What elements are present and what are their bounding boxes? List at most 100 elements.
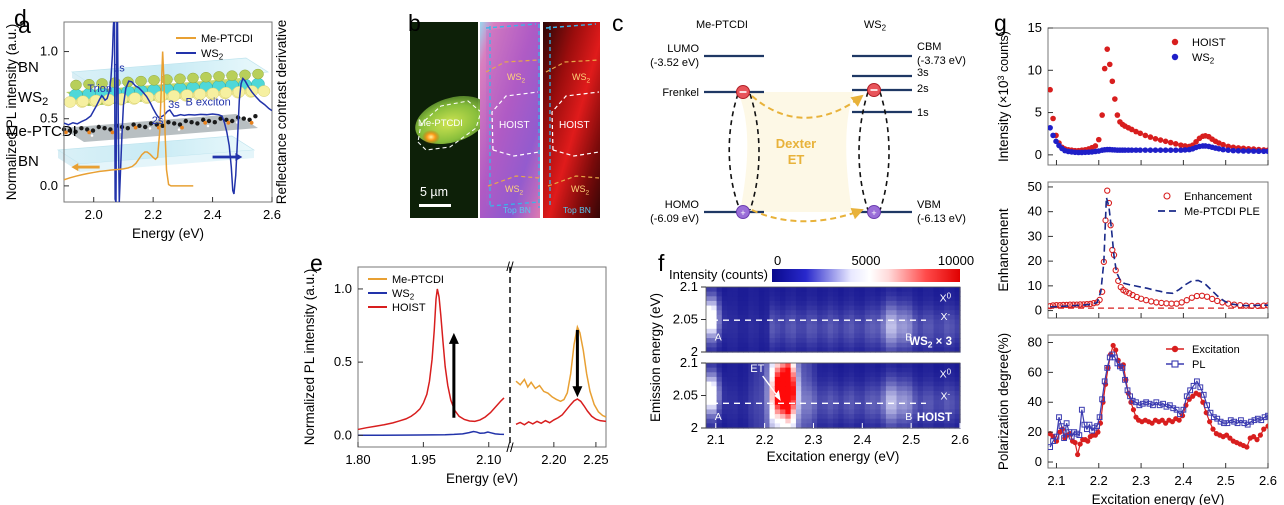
panel-b-images: Me-PTCDI 5 µm WS2 HOIST WS2 Top BN bbox=[410, 22, 600, 218]
svg-text:2.3: 2.3 bbox=[1132, 473, 1150, 488]
c-left-levels: LUMO (-3.52 eV) Frenkel HOMO (-6.09 eV) bbox=[650, 43, 764, 225]
svg-text:Excitation: Excitation bbox=[1192, 344, 1240, 356]
svg-text:2.4: 2.4 bbox=[204, 207, 222, 222]
svg-text:B: B bbox=[905, 331, 912, 343]
c-label-2s: 2s bbox=[917, 83, 929, 95]
layer-label-me-ptcdi: Me-PTCDI bbox=[6, 123, 77, 140]
svg-text:15: 15 bbox=[1028, 20, 1042, 35]
svg-text:0: 0 bbox=[1035, 303, 1042, 318]
bn-bottom-slab bbox=[56, 135, 256, 172]
svg-text://: // bbox=[506, 259, 514, 274]
label-me-ptcdi-b: Me-PTCDI bbox=[418, 118, 463, 129]
c-label-homo: HOMO bbox=[665, 199, 700, 211]
svg-text:X-: X- bbox=[941, 389, 951, 402]
label-topbn-b2: Top BN bbox=[503, 205, 531, 215]
svg-text:0.5: 0.5 bbox=[40, 111, 58, 126]
svg-text:2.6: 2.6 bbox=[951, 432, 969, 447]
panel-a-label: a bbox=[18, 12, 31, 38]
panel-c: c Me-PTCDI WS2 LUMO (-3.52 eV) Frenkel H… bbox=[600, 0, 990, 240]
svg-text:10000: 10000 bbox=[938, 253, 974, 268]
svg-text:2.20: 2.20 bbox=[541, 452, 566, 467]
svg-text:1.0: 1.0 bbox=[40, 44, 58, 59]
svg-text:Trion: Trion bbox=[87, 83, 112, 95]
panel-d: d 2.0 2.2 2.4 2.6 0.0 0.5 1.0 Energy (eV) Normal… bbox=[0, 0, 300, 260]
svg-text:1.0: 1.0 bbox=[334, 281, 352, 296]
svg-text:2.1: 2.1 bbox=[680, 355, 698, 370]
svg-text:Energy (eV): Energy (eV) bbox=[446, 471, 518, 486]
svg-text:2.05: 2.05 bbox=[673, 388, 698, 403]
svg-text:0: 0 bbox=[774, 253, 781, 268]
svg-text:2.10: 2.10 bbox=[476, 452, 501, 467]
svg-text:2.2: 2.2 bbox=[756, 432, 774, 447]
label-ws2-bottom-b2: WS2 bbox=[505, 184, 524, 197]
svg-text:X-: X- bbox=[941, 310, 951, 323]
svg-text:A: A bbox=[715, 331, 722, 343]
svg-text:Reflectance contrast derivativ: Reflectance contrast derivative bbox=[274, 20, 289, 205]
label-hoist-b3: HOIST bbox=[559, 120, 590, 131]
c-label-frenkel: Frenkel bbox=[662, 87, 699, 99]
c-label-vbm: VBM bbox=[917, 199, 941, 211]
c-label-cbm-energy: (-3.73 eV) bbox=[917, 55, 966, 67]
panel-c-energy-diagram: Me-PTCDI WS2 LUMO (-3.52 eV) Frenkel HOM… bbox=[650, 19, 966, 225]
svg-text:Me-PTCDI PLE: Me-PTCDI PLE bbox=[1184, 206, 1260, 218]
panel-b-image-pl: Me-PTCDI 5 µm bbox=[410, 22, 489, 218]
svg-text:Intensity (counts): Intensity (counts) bbox=[669, 267, 768, 282]
panel-e-chart: // // 1.80 1.95 2.10 2.20 2.25 0.0 0.5 1.0 Energy … bbox=[302, 259, 609, 486]
svg-text:A: A bbox=[715, 411, 722, 423]
svg-text:1.95: 1.95 bbox=[411, 452, 436, 467]
svg-text:+: + bbox=[871, 208, 876, 218]
svg-text:2.4: 2.4 bbox=[853, 432, 871, 447]
svg-text:WS2 × 3: WS2 × 3 bbox=[909, 336, 952, 350]
svg-text:+: + bbox=[740, 208, 745, 218]
c-right-levels: CBM (-3.73 eV) 3s 2s 1s VBM (-6.13 eV) bbox=[852, 41, 966, 225]
svg-text:10: 10 bbox=[1028, 62, 1042, 77]
c-exciton-left-b bbox=[749, 93, 760, 211]
c-exciton-left-a bbox=[728, 93, 741, 211]
panel-c-label: c bbox=[612, 10, 624, 36]
label-hoist-b2: HOIST bbox=[499, 120, 530, 131]
svg-text:Excitation energy (eV): Excitation energy (eV) bbox=[767, 449, 900, 464]
panel-b: b bbox=[300, 0, 600, 240]
c-label-1s: 1s bbox=[917, 107, 929, 119]
label-ws2-top-b2: WS2 bbox=[507, 72, 526, 85]
c-dexter-label-line1: Dexter bbox=[776, 136, 816, 151]
svg-text:Enhancement: Enhancement bbox=[1184, 191, 1252, 203]
panel-b-image-optical: WS2 HOIST WS2 Top BN bbox=[480, 22, 540, 218]
svg-text:3s: 3s bbox=[168, 99, 180, 111]
layer-label-bn-top: BN bbox=[18, 59, 39, 76]
layer-label-bn-bottom: BN bbox=[18, 153, 39, 170]
c-label-lumo: LUMO bbox=[667, 43, 699, 55]
svg-text:1s: 1s bbox=[113, 63, 125, 75]
label-ws2-top-b3: WS2 bbox=[572, 72, 591, 85]
svg-text:PL: PL bbox=[1192, 359, 1205, 371]
svg-text:Enhancement: Enhancement bbox=[996, 208, 1011, 292]
c-exciton-right-a bbox=[858, 91, 869, 211]
svg-text:2.3: 2.3 bbox=[804, 432, 822, 447]
c-label-lumo-energy: (-3.52 eV) bbox=[650, 57, 699, 69]
svg-text:Excitation energy (eV): Excitation energy (eV) bbox=[1092, 492, 1225, 505]
c-label-3s: 3s bbox=[917, 67, 929, 79]
c-title-left: Me-PTCDI bbox=[696, 19, 748, 31]
svg-text:Normalized PL intensity (a.u.): Normalized PL intensity (a.u.) bbox=[4, 24, 19, 201]
c-label-homo-energy: (-6.09 eV) bbox=[650, 213, 699, 225]
c-dexter-label-line2: ET bbox=[788, 152, 805, 167]
svg-text:HOIST: HOIST bbox=[1192, 37, 1226, 49]
panel-f: f Intensity (counts) 0 5000 10000 A B X0 X- WS2 … bbox=[630, 245, 990, 505]
c-particles: + + bbox=[736, 83, 881, 219]
svg-text:30: 30 bbox=[1028, 228, 1042, 243]
svg-text:2.2: 2.2 bbox=[1090, 473, 1108, 488]
svg-text:2.0: 2.0 bbox=[85, 207, 103, 222]
svg-text:20: 20 bbox=[1028, 424, 1042, 439]
svg-text:Normalized PL intensity (a.u.): Normalized PL intensity (a.u.) bbox=[302, 269, 317, 446]
c-label-vbm-energy: (-6.13 eV) bbox=[917, 213, 966, 225]
svg-text:60: 60 bbox=[1028, 364, 1042, 379]
svg-text:0: 0 bbox=[1035, 454, 1042, 469]
svg-text:0.0: 0.0 bbox=[334, 427, 352, 442]
panel-f-label: f bbox=[658, 250, 665, 276]
svg-text:20: 20 bbox=[1028, 253, 1042, 268]
panel-g-chart: 0 5 10 15 Intensity (×103 counts) HOIST WS2 0 10… bbox=[996, 20, 1277, 505]
c-dexter-arrow-hole bbox=[751, 208, 864, 223]
svg-text:B exciton: B exciton bbox=[185, 96, 230, 108]
svg-text:10: 10 bbox=[1028, 278, 1042, 293]
